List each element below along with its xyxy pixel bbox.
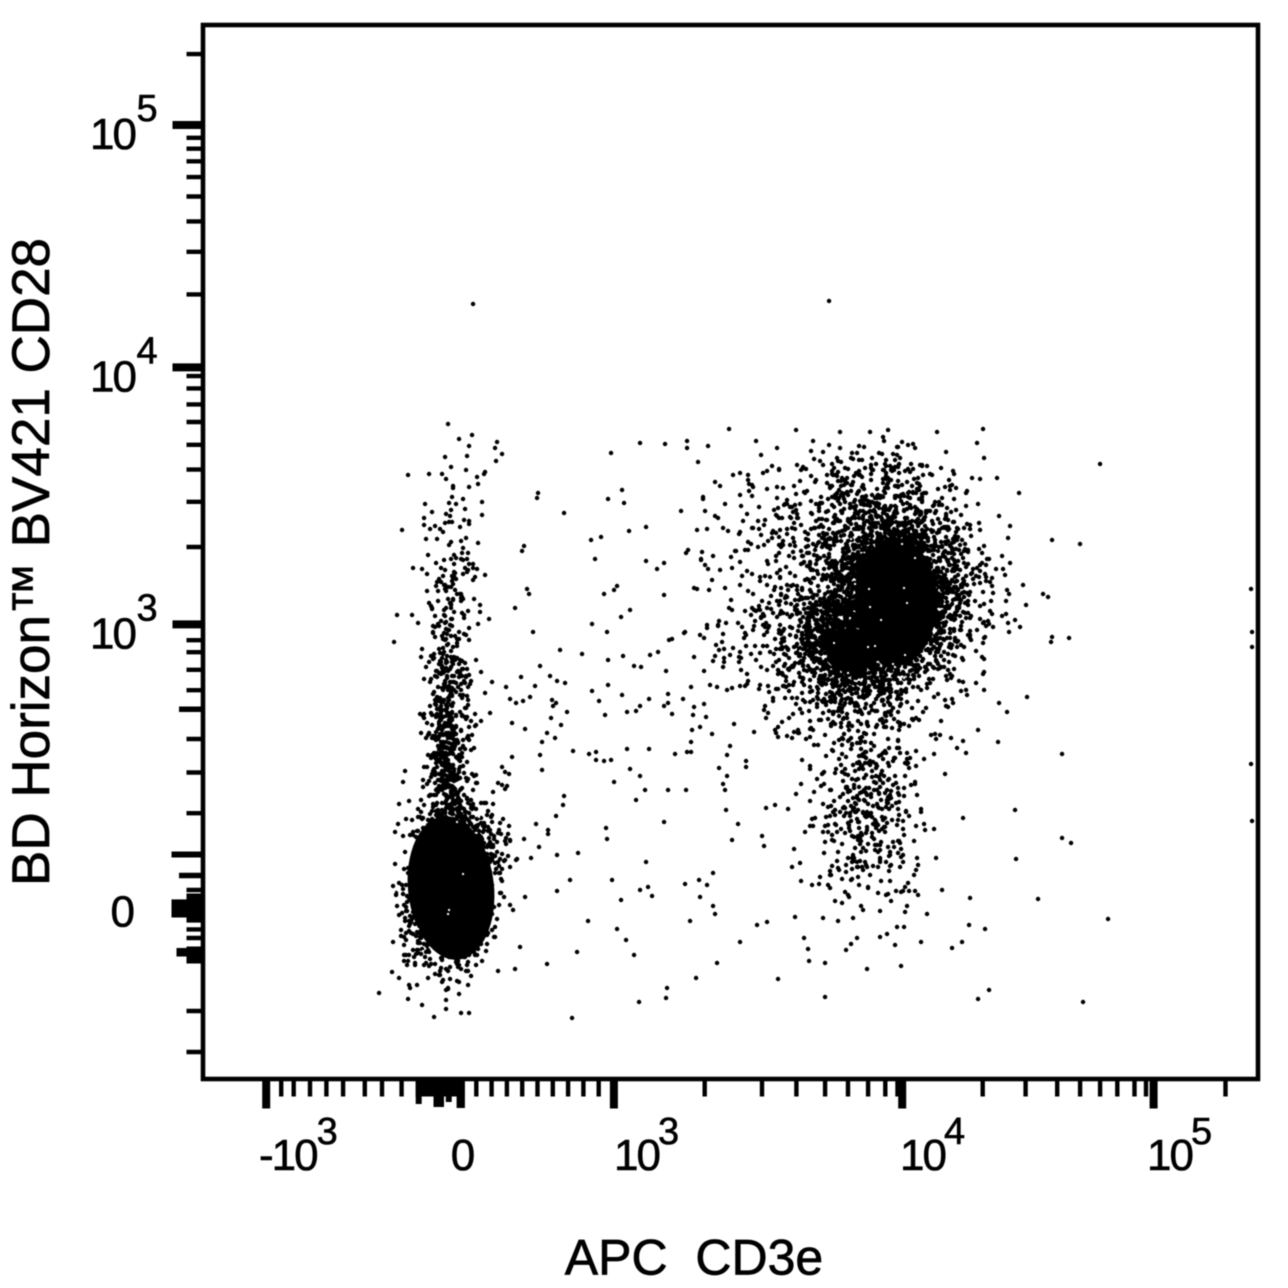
svg-text:10: 10	[90, 609, 135, 658]
svg-text:-103: -103	[259, 1111, 337, 1180]
svg-text:5: 5	[137, 88, 157, 130]
svg-text:10: 10	[90, 110, 135, 159]
svg-text:0: 0	[451, 1131, 474, 1180]
svg-text:4: 4	[137, 331, 158, 373]
svg-text:103: 103	[614, 1111, 678, 1180]
svg-text:104: 104	[900, 1111, 965, 1180]
svg-text:0: 0	[111, 888, 134, 937]
svg-text:105: 105	[1147, 1111, 1211, 1180]
svg-text:BD Horizon™ BV421 CD28: BD Horizon™ BV421 CD28	[2, 238, 61, 886]
svg-text:3: 3	[137, 587, 157, 629]
svg-text:10: 10	[90, 353, 135, 402]
svg-text:APC CD3e: APC CD3e	[565, 1230, 823, 1286]
